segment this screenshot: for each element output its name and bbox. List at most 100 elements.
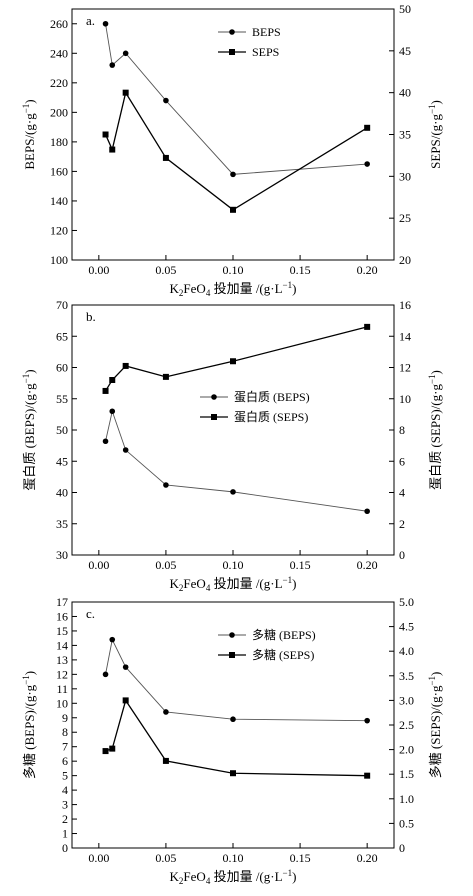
data-point-circle [364,161,370,167]
y-right-tick-label: 1.5 [399,767,414,781]
data-point-circle [230,716,236,723]
y-right-tick-label: 0 [399,841,405,855]
data-point-square [230,358,236,365]
y-right-tick-label: 40 [399,86,411,100]
y-right-tick-label: 0 [399,548,405,562]
y-left-tick-label: 10 [56,696,68,710]
y-right-tick-label: 4.5 [399,620,414,634]
panel-b: 0.00 0.05 0.10 0.15 0.20 30 35 40 45 50 55 60 65 70 0 2… [21,298,443,593]
data-point-square [122,362,129,369]
y-left-tick-label: 65 [56,329,68,343]
legend-label: BEPS [252,25,281,39]
data-point-circle [230,171,236,178]
y-left-tick-label: 12 [56,667,68,681]
data-point-circle [163,709,169,715]
x-tick-label: 0.10 [223,851,244,865]
data-point-circle [163,482,169,488]
legend-marker-circle [229,632,235,638]
y-right-tick-label: 35 [399,128,411,142]
y-left-tick-label: 2 [62,812,68,826]
y-right-tick-label: 2.0 [399,743,414,757]
series-line [105,698,368,777]
data-point-square [162,373,169,380]
y-left-tick-label: 50 [56,423,68,437]
y-right-tick-label: 30 [399,169,411,183]
legend-marker-circle [211,394,217,400]
data-point-square [102,387,109,394]
x-tick-label: 0.05 [155,851,176,865]
plot-frame [71,8,395,261]
panel-label: a. [86,13,95,28]
y-left-tick-label: 70 [56,298,68,312]
data-point-square [162,154,169,161]
data-point-square [109,745,116,752]
plot-frame [71,601,395,849]
y-left-axis-label: 蛋白质 (BEPS)/(g·g−1) [21,369,37,490]
y-left-tick-label: 100 [50,253,68,267]
y-right-axis-label: SEPS/(g·g−1) [427,100,443,169]
legend-label: 蛋白质 (BEPS) [234,389,310,404]
y-right-tick-label: 10 [399,392,411,406]
y-right-tick-label: 2 [399,517,405,531]
legend-marker-square [211,414,217,420]
panel-a: 0.00 0.05 0.10 0.15 0.20 100 120 140 160 180 200 22… [21,2,443,298]
x-tick-label: 0.05 [155,263,176,277]
y-left-tick-label: 4 [62,783,68,797]
x-tick-label: 0.20 [357,558,378,572]
y-left-axis-label: 多糖 (BEPS)/(g·g−1) [21,671,37,779]
data-point-circle [102,671,109,678]
y-left-tick-label: 120 [50,223,68,237]
data-point-square [109,377,116,383]
y-left-tick-label: 11 [56,682,68,696]
legend-label: 多糖 (BEPS) [252,627,316,642]
y-right-tick-label: 3.0 [399,693,414,707]
x-tick-label: 0.15 [290,851,311,865]
data-point-square [162,757,169,764]
x-tick-label: 0.20 [357,851,378,865]
data-point-circle [122,50,129,57]
y-left-axis-label: BEPS/(g·g−1) [21,99,37,169]
y-left-tick-label: 35 [56,517,68,531]
data-point-circle [109,62,116,68]
x-tick-label: 0.05 [155,558,176,572]
y-right-tick-label: 3.5 [399,669,414,683]
y-right-tick-label: 14 [399,329,411,343]
x-tick-label: 0.10 [223,558,244,572]
y-left-tick-label: 3 [62,798,68,812]
y-right-tick-label: 8 [399,423,405,437]
series-line [104,326,368,392]
y-left-tick-label: 60 [56,361,68,375]
plot-frame [71,304,395,556]
y-right-tick-label: 0.5 [399,816,414,830]
data-point-circle [364,508,370,515]
y-left-tick-label: 8 [62,725,68,739]
data-point-square [230,770,236,777]
x-tick-label: 0.00 [88,851,109,865]
data-point-square [122,697,129,704]
x-tick-label: 0.00 [88,558,109,572]
data-point-circle [122,447,129,453]
data-point-circle [102,438,109,445]
y-right-tick-label: 16 [399,298,411,312]
y-left-tick-label: 200 [50,105,68,119]
y-right-tick-label: 45 [399,44,411,58]
x-tick-label: 0.00 [88,263,109,277]
data-point-circle [122,664,129,670]
y-left-tick-label: 45 [56,454,68,468]
data-point-circle [102,20,109,27]
y-left-tick-label: 0 [62,841,68,855]
x-axis-label: K2FeO4 投加量 /(g·L−1) [170,280,297,298]
data-point-circle [230,489,236,495]
x-axis-label: K2FeO4 投加量 /(g·L−1) [170,575,297,593]
y-left-tick-label: 17 [56,595,68,609]
y-right-tick-label: 4 [399,486,405,500]
y-right-tick-label: 20 [399,253,411,267]
y-right-tick-label: 2.5 [399,718,414,732]
y-right-tick-label: 5.0 [399,595,414,609]
data-point-circle [163,97,169,104]
y-left-tick-label: 14 [56,638,68,652]
y-left-tick-label: 5 [62,769,68,783]
panel-label: c. [86,606,95,621]
x-tick-label: 0.10 [223,263,244,277]
